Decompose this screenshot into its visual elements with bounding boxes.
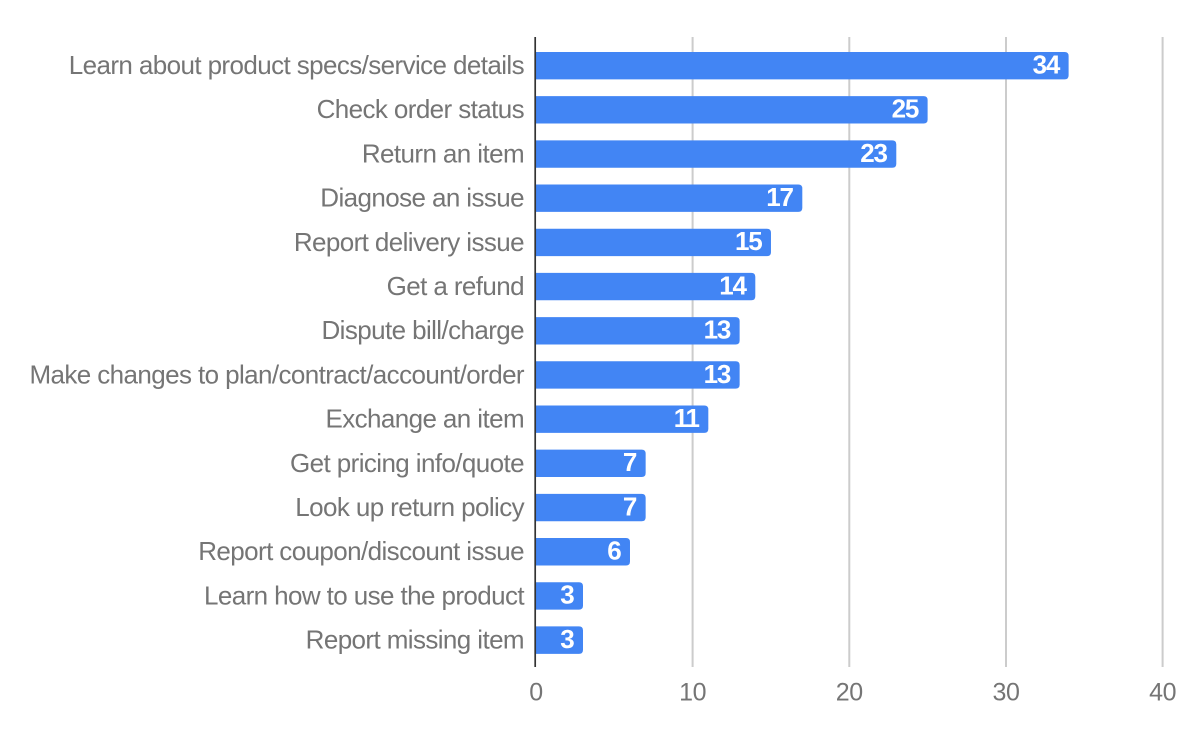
- svg-text:13: 13: [704, 315, 731, 345]
- svg-text:Report missing item: Report missing item: [306, 625, 524, 655]
- svg-text:10: 10: [679, 679, 706, 707]
- svg-text:Check order status: Check order status: [317, 94, 525, 124]
- svg-text:17: 17: [766, 182, 793, 212]
- svg-text:Make changes to plan/contract/: Make changes to plan/contract/account/or…: [29, 359, 524, 389]
- svg-text:3: 3: [560, 580, 574, 610]
- svg-text:13: 13: [704, 359, 731, 389]
- svg-text:Dispute bill/charge: Dispute bill/charge: [322, 315, 525, 345]
- svg-text:40: 40: [1149, 679, 1176, 707]
- svg-text:Exchange an item: Exchange an item: [325, 404, 524, 434]
- svg-text:Report coupon/discount issue: Report coupon/discount issue: [198, 536, 524, 566]
- svg-text:14: 14: [719, 270, 747, 300]
- svg-text:34: 34: [1033, 50, 1061, 80]
- svg-text:30: 30: [992, 679, 1019, 707]
- svg-text:23: 23: [860, 138, 887, 168]
- svg-text:0: 0: [529, 679, 543, 707]
- svg-text:25: 25: [892, 94, 919, 124]
- svg-text:11: 11: [674, 403, 700, 433]
- svg-text:15: 15: [735, 226, 762, 256]
- svg-text:Get a refund: Get a refund: [387, 271, 524, 301]
- svg-text:Look up return policy: Look up return policy: [295, 492, 524, 522]
- svg-text:20: 20: [836, 679, 863, 707]
- svg-text:3: 3: [560, 624, 574, 654]
- svg-text:Diagnose an issue: Diagnose an issue: [320, 183, 524, 213]
- svg-text:Return an item: Return an item: [362, 138, 524, 168]
- svg-text:6: 6: [607, 536, 621, 566]
- svg-text:7: 7: [623, 491, 637, 521]
- svg-text:7: 7: [623, 447, 637, 477]
- svg-text:Learn about product specs/serv: Learn about product specs/service detail…: [69, 50, 525, 80]
- svg-text:Learn how to use the product: Learn how to use the product: [204, 580, 525, 610]
- svg-text:Report delivery issue: Report delivery issue: [294, 227, 524, 257]
- svg-text:Get pricing info/quote: Get pricing info/quote: [290, 448, 524, 478]
